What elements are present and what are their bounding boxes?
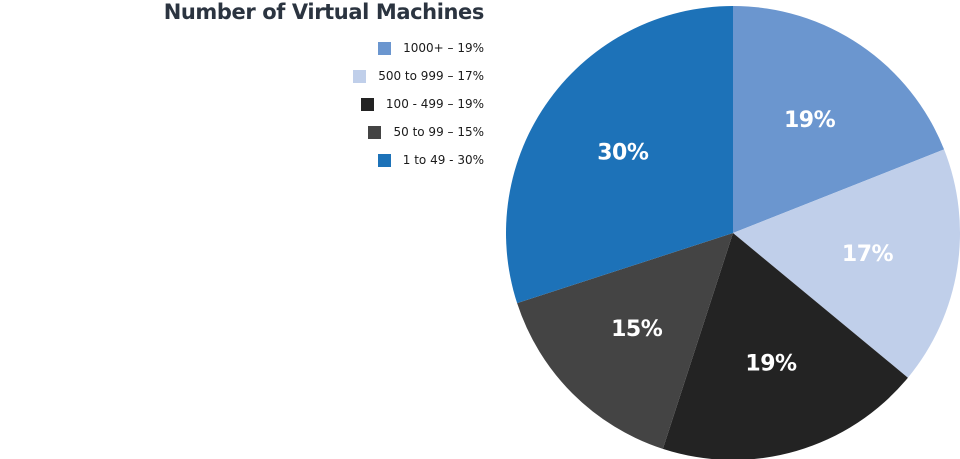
legend-label: 500 to 999 – 17% bbox=[378, 69, 484, 83]
pie-slice-100-to-499 bbox=[662, 233, 908, 459]
legend-label: 1000+ – 19% bbox=[403, 41, 484, 55]
legend-swatch bbox=[368, 125, 382, 139]
slice-label-1000-plus: 19% bbox=[784, 108, 836, 133]
legend-label: 50 to 99 – 15% bbox=[393, 125, 484, 139]
pie-slice-500-to-999 bbox=[733, 149, 960, 378]
legend-swatch bbox=[377, 153, 391, 167]
chart-legend: 1000+ – 19% 500 to 999 – 17% 100 - 499 –… bbox=[353, 34, 484, 174]
legend-item-1000-plus: 1000+ – 19% bbox=[353, 34, 484, 62]
legend-swatch bbox=[360, 97, 374, 111]
legend-item-50-to-99: 50 to 99 – 15% bbox=[353, 118, 484, 146]
pie-slice-1-to-49 bbox=[505, 6, 733, 304]
slice-label-50-to-99: 15% bbox=[611, 317, 663, 342]
pie-slice-1000-plus bbox=[733, 6, 945, 233]
pie-slice-50-to-99 bbox=[517, 233, 733, 449]
legend-item-100-to-499: 100 - 499 – 19% bbox=[353, 90, 484, 118]
legend-item-500-to-999: 500 to 999 – 17% bbox=[353, 62, 484, 90]
legend-item-1-to-49: 1 to 49 - 30% bbox=[353, 146, 484, 174]
legend-swatch bbox=[353, 69, 367, 83]
chart-title: Number of Virtual Machines bbox=[163, 0, 485, 24]
legend-swatch bbox=[378, 41, 392, 55]
slice-label-100-to-499: 19% bbox=[745, 351, 797, 376]
legend-label: 1 to 49 - 30% bbox=[402, 153, 484, 167]
legend-label: 100 - 499 – 19% bbox=[385, 97, 484, 111]
slice-label-500-to-999: 17% bbox=[842, 242, 894, 267]
slice-label-1-to-49: 30% bbox=[597, 140, 649, 165]
